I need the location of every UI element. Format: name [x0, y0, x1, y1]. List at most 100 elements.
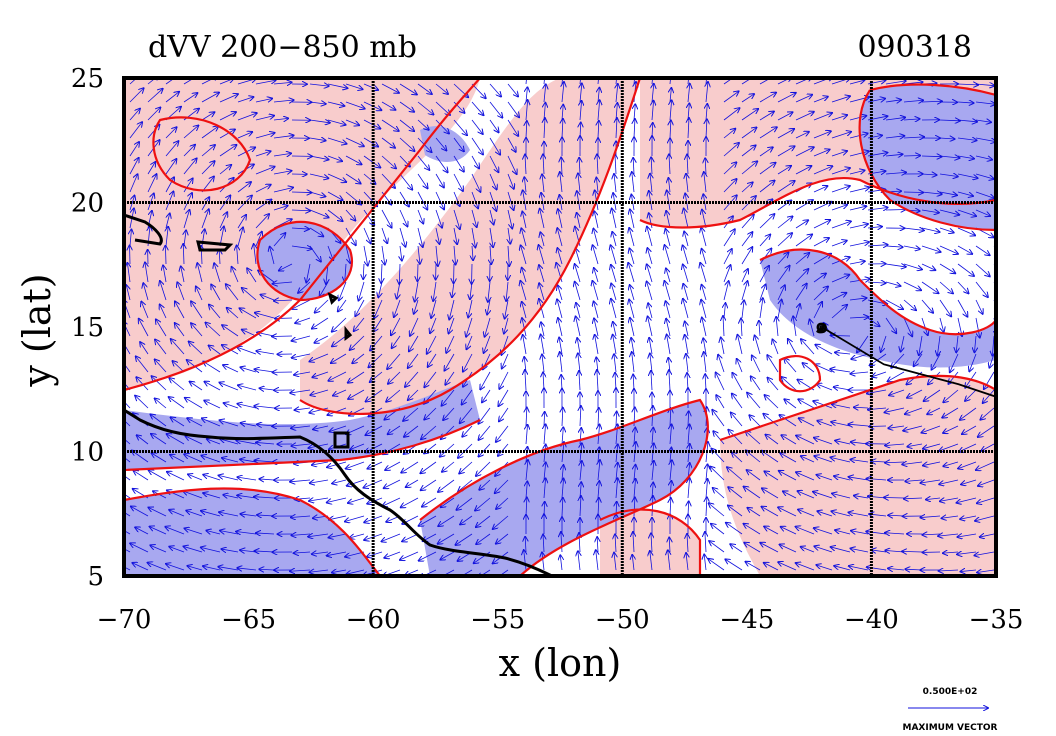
wind-vector — [479, 425, 491, 440]
wind-vector — [489, 101, 502, 118]
wind-vector — [543, 78, 545, 85]
wind-vector — [458, 479, 473, 491]
wind-vector — [292, 299, 311, 309]
wind-vector — [223, 365, 239, 373]
wind-vector — [160, 281, 167, 301]
wind-vector — [684, 232, 689, 247]
wind-vector — [506, 281, 508, 301]
wind-vector — [496, 425, 509, 442]
wind-vector — [981, 443, 995, 451]
wind-vector — [466, 317, 473, 337]
wind-vector — [201, 456, 221, 463]
wind-vector — [921, 101, 942, 102]
wind-vector — [201, 209, 209, 229]
wind-vector — [312, 371, 329, 377]
y-tick-label: 10 — [71, 438, 104, 468]
wind-vector — [471, 137, 483, 154]
wind-vector — [381, 209, 392, 228]
wind-vector — [255, 99, 272, 102]
wind-vector — [435, 137, 446, 150]
map-date-code: 090318 — [857, 30, 972, 65]
wind-vector — [921, 174, 937, 175]
wind-vector — [309, 120, 330, 123]
wind-vector — [580, 428, 581, 445]
wind-vector — [523, 190, 526, 211]
wind-vector — [919, 335, 922, 355]
wind-vector — [292, 335, 311, 341]
wind-vector — [598, 408, 599, 427]
wind-vector — [907, 389, 923, 398]
wind-vector — [255, 116, 274, 121]
wind-vector — [470, 281, 472, 299]
wind-vector — [147, 162, 155, 175]
wind-vector — [399, 227, 405, 247]
wind-vector — [939, 209, 959, 215]
wind-vector — [598, 100, 600, 121]
wind-vector — [831, 205, 847, 211]
wind-vector — [814, 438, 833, 445]
wind-vector — [629, 228, 635, 247]
wind-vector — [813, 131, 831, 139]
wind-vector — [507, 83, 518, 96]
wind-vector — [291, 210, 310, 211]
wind-vector — [768, 378, 779, 391]
wind-vector — [593, 245, 599, 265]
wind-vector — [723, 249, 732, 265]
x-tick-label: −70 — [97, 605, 152, 635]
wind-vector — [975, 263, 990, 276]
wind-vector — [759, 235, 770, 247]
wind-vector — [471, 155, 479, 168]
wind-vector — [237, 97, 253, 103]
wind-vector — [540, 209, 545, 229]
wind-vector — [885, 154, 902, 156]
wind-vector — [795, 284, 807, 301]
wind-vector — [345, 119, 359, 125]
wind-vector — [460, 407, 473, 423]
wind-vector — [921, 317, 928, 335]
wind-vector — [156, 319, 167, 337]
wind-vector — [975, 173, 994, 179]
wind-vector — [888, 371, 905, 381]
wind-vector — [634, 104, 635, 121]
wind-vector — [723, 162, 736, 175]
wind-vector — [291, 426, 311, 428]
wind-vector — [764, 471, 779, 481]
wind-vector — [801, 339, 815, 355]
wind-vector — [291, 228, 309, 229]
wind-vector — [795, 253, 809, 265]
wind-vector — [849, 477, 869, 480]
wind-vector — [273, 206, 288, 211]
wind-vector — [219, 129, 235, 139]
wind-vector — [409, 335, 419, 351]
wind-vector — [831, 115, 847, 121]
wind-vector — [666, 268, 671, 283]
wind-vector — [939, 174, 958, 176]
wind-vector — [332, 480, 347, 484]
wind-vector — [135, 396, 149, 409]
wind-vector — [484, 335, 491, 353]
wind-vector — [921, 245, 941, 252]
wind-vector — [129, 88, 144, 103]
wind-vector — [129, 78, 138, 85]
wind-vector — [143, 283, 149, 301]
wind-vector — [831, 275, 849, 283]
wind-vector — [151, 434, 167, 445]
wind-vector — [763, 414, 779, 427]
wind-vector — [957, 102, 974, 103]
wind-vector — [765, 435, 779, 445]
wind-vector — [731, 413, 743, 427]
wind-vector — [974, 335, 976, 352]
wind-vector — [358, 281, 365, 301]
wind-vector — [849, 224, 868, 229]
wind-vector — [139, 319, 149, 337]
wind-vector — [779, 471, 797, 481]
wind-vector — [309, 138, 326, 141]
wind-vector — [776, 317, 778, 337]
wind-vector — [831, 132, 851, 139]
wind-vector — [975, 155, 992, 160]
wind-vector — [648, 317, 653, 337]
wind-vector — [831, 457, 851, 463]
wind-vector — [557, 248, 563, 265]
wind-vector — [683, 284, 689, 301]
wind-vector — [310, 480, 329, 483]
